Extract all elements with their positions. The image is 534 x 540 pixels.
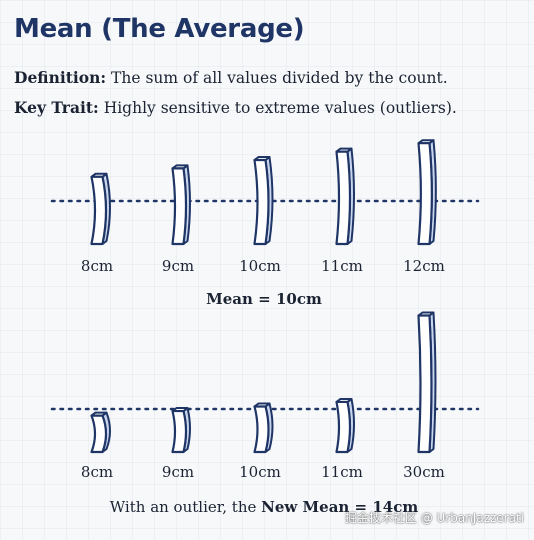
- stick-label: 8cm: [81, 463, 113, 481]
- key-trait-label: Key Trait:: [14, 98, 99, 117]
- stick-label: 9cm: [162, 257, 194, 275]
- stick-face: [335, 400, 352, 454]
- stick: [171, 407, 191, 454]
- mean-caption-value: Mean = 10cm: [206, 290, 322, 308]
- stick: [335, 397, 355, 454]
- stick-face: [171, 167, 188, 246]
- mean-caption: With an outlier, the New Mean = 14cm: [110, 498, 419, 516]
- stick: [171, 164, 191, 246]
- stick-label: 11cm: [321, 463, 363, 481]
- key-trait-text: Highly sensitive to extreme values (outl…: [98, 99, 457, 117]
- definition-text: The sum of all values divided by the cou…: [106, 69, 448, 87]
- stick-label: 30cm: [403, 463, 445, 481]
- group-with-outlier: 8cm 9cm 10cm 11cm 30cm With an outlier, …: [50, 311, 480, 516]
- stick: [417, 139, 437, 246]
- group-balanced: 8cm 9cm 10cm 11cm 12cm Mean = 10cm: [50, 139, 480, 308]
- stick-face: [417, 142, 433, 246]
- stick-face: [90, 175, 108, 246]
- watermark: 掘金技术社区 @ UrbanJazzerati: [344, 511, 524, 525]
- stick-face: [417, 314, 433, 454]
- stick: [90, 172, 111, 246]
- stick-face: [90, 414, 108, 454]
- mean-caption-value: New Mean = 14cm: [261, 498, 418, 516]
- key-trait-line: Key Trait: Highly sensitive to extreme v…: [14, 98, 457, 117]
- stick-face: [171, 409, 188, 454]
- mean-caption-prefix: With an outlier, the: [110, 498, 261, 516]
- stick-face: [253, 158, 270, 246]
- mean-caption: Mean = 10cm: [206, 290, 322, 308]
- stick: [253, 402, 274, 454]
- stick: [253, 156, 274, 246]
- stick-label: 12cm: [403, 257, 445, 275]
- stick-label: 11cm: [321, 257, 363, 275]
- stick: [417, 311, 437, 454]
- page-title: Mean (The Average): [14, 14, 305, 44]
- stick-face: [335, 150, 352, 246]
- stick-label: 9cm: [162, 463, 194, 481]
- stick: [335, 147, 355, 246]
- definition-label: Definition:: [14, 68, 107, 87]
- stick-label: 8cm: [81, 257, 113, 275]
- stick-face: [253, 405, 270, 454]
- stick-label: 10cm: [239, 463, 281, 481]
- stick-label: 10cm: [239, 257, 281, 275]
- stick: [90, 411, 111, 454]
- definition-line: Definition: The sum of all values divide…: [14, 68, 448, 87]
